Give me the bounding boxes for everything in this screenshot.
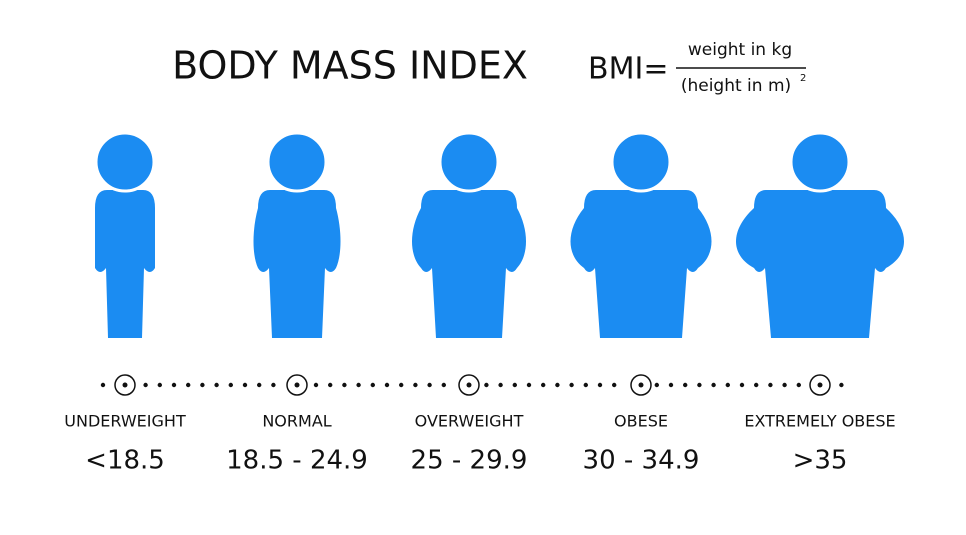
dot xyxy=(739,382,745,388)
dot xyxy=(583,382,588,388)
dot xyxy=(654,382,659,388)
category-range: 30 - 34.9 xyxy=(583,446,700,476)
marker-dot xyxy=(638,382,644,388)
body xyxy=(95,190,155,338)
dot xyxy=(242,382,248,388)
category-range: >35 xyxy=(793,446,848,476)
dot xyxy=(683,382,688,388)
body xyxy=(570,190,712,338)
dot xyxy=(555,382,560,388)
category-label: OBESE xyxy=(614,412,668,431)
marker-ring xyxy=(458,374,480,396)
category-label: EXTREMELY OBESE xyxy=(744,412,895,431)
category-range: <18.5 xyxy=(85,446,165,476)
marker-dot xyxy=(122,382,128,388)
dot xyxy=(370,382,375,388)
dot xyxy=(612,382,617,388)
dot xyxy=(171,382,177,388)
dot xyxy=(143,382,148,388)
dot xyxy=(768,382,773,388)
formula-denominator: (height in m) xyxy=(681,76,791,96)
title: BODY MASS INDEX xyxy=(172,44,528,88)
dot xyxy=(384,382,390,388)
category-label: NORMAL xyxy=(262,412,331,431)
dot xyxy=(541,382,546,388)
dot xyxy=(569,382,574,388)
marker-ring xyxy=(114,374,136,396)
dot xyxy=(441,382,446,388)
marker-dot xyxy=(294,382,300,388)
marker-ring xyxy=(809,374,831,396)
marker-dot xyxy=(817,382,823,388)
head xyxy=(789,131,851,193)
dot xyxy=(157,382,162,388)
dot xyxy=(342,382,347,388)
dot xyxy=(186,382,191,388)
marker-ring xyxy=(286,374,308,396)
dot xyxy=(200,382,205,388)
head xyxy=(266,131,328,193)
dot xyxy=(427,382,432,388)
dot xyxy=(257,382,262,388)
formula-lhs: BMI= xyxy=(588,52,668,87)
body xyxy=(736,190,904,338)
dot xyxy=(668,382,674,388)
dot xyxy=(711,382,716,388)
dot xyxy=(597,382,603,388)
category-range: 18.5 - 24.9 xyxy=(226,446,368,476)
head xyxy=(610,131,672,193)
dot xyxy=(754,382,759,388)
dot xyxy=(725,382,730,388)
dot xyxy=(228,382,233,388)
body xyxy=(412,190,526,338)
figures xyxy=(94,131,904,396)
dot xyxy=(313,382,319,388)
head xyxy=(94,131,156,193)
dot xyxy=(498,382,503,388)
dot xyxy=(356,382,361,388)
dot xyxy=(271,382,276,388)
dot xyxy=(512,382,517,388)
formula-numerator: weight in kg xyxy=(688,40,792,60)
dot xyxy=(484,382,489,388)
formula-exponent: 2 xyxy=(800,73,806,84)
dot xyxy=(100,382,106,388)
body xyxy=(253,190,341,338)
dot xyxy=(796,382,801,388)
marker-dot xyxy=(466,382,472,388)
marker-ring xyxy=(630,374,652,396)
category-label: OVERWEIGHT xyxy=(415,412,524,431)
dot xyxy=(399,382,404,388)
dot xyxy=(328,382,333,388)
dot xyxy=(697,382,702,388)
head xyxy=(438,131,500,193)
dot xyxy=(214,382,219,388)
dot xyxy=(413,382,418,388)
category-range: 25 - 29.9 xyxy=(411,446,528,476)
category-label: UNDERWEIGHT xyxy=(64,412,186,431)
dot xyxy=(839,382,844,388)
dot xyxy=(526,382,532,388)
dot xyxy=(782,382,787,388)
